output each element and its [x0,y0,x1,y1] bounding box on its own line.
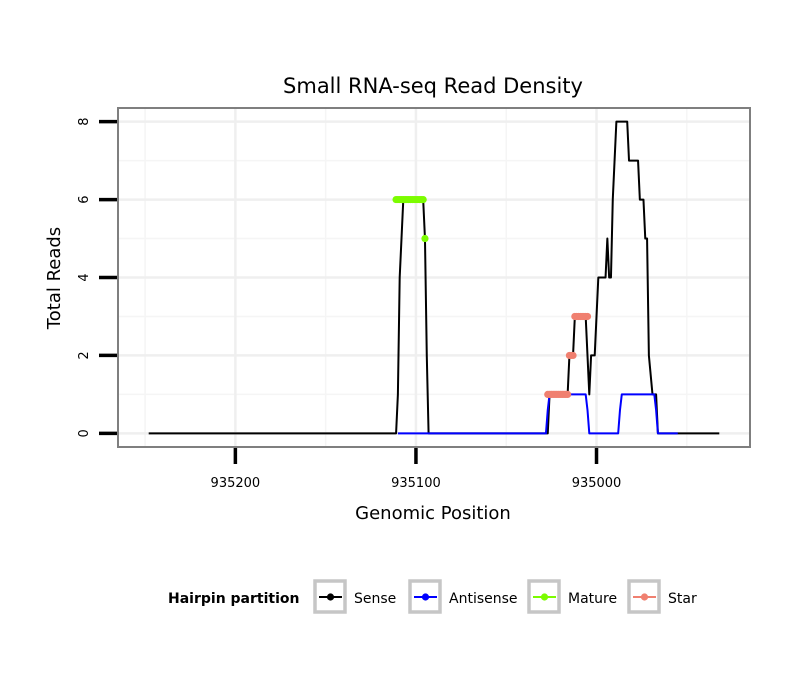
legend-label-star: Star [668,591,697,607]
legend-key-point [421,593,430,601]
y-tick-label: 0 [77,429,92,437]
legend-keys: Sense Antisense Mature Star [313,579,697,614]
legend-label-mature: Mature [568,591,617,607]
mature-point [421,234,429,243]
plot-panel-border [117,107,751,448]
legend-item-star: Star [627,579,697,614]
y-tick-label: 6 [77,195,92,203]
x-tick-label: 935000 [572,476,622,491]
x-axis-title: Genomic Position [355,503,511,524]
legend-key-point [540,593,549,601]
legend-key-point [640,593,649,601]
legend-item-mature: Mature [527,579,617,614]
legend-label-sense: Sense [354,591,396,607]
x-tick-label: 935100 [391,476,441,491]
y-tick-label: 4 [77,273,92,281]
y-tick-label: 2 [77,351,92,359]
legend-item-antisense: Antisense [408,579,518,614]
x-axis: 935200 935100 935000 [211,448,622,491]
chart-title: Small RNA-seq Read Density [283,74,583,98]
legend-title: Hairpin partition [168,591,299,607]
y-axis: 0 2 4 6 8 [77,117,117,438]
legend-item-sense: Sense [313,579,396,614]
mature-point [419,195,427,204]
star-point [583,312,592,321]
star-point [569,351,577,360]
legend-key-point [326,593,335,601]
legend-label-antisense: Antisense [449,591,518,607]
series-layer [148,120,720,435]
star-point [564,390,572,398]
y-axis-title: Total Reads [44,227,65,330]
legend: Hairpin partition Sense Antisense Mature St… [168,579,697,614]
antisense-series-line [397,393,678,435]
x-tick-label: 935200 [211,476,261,491]
plot-panel [117,107,751,448]
y-tick-label: 8 [77,117,92,125]
